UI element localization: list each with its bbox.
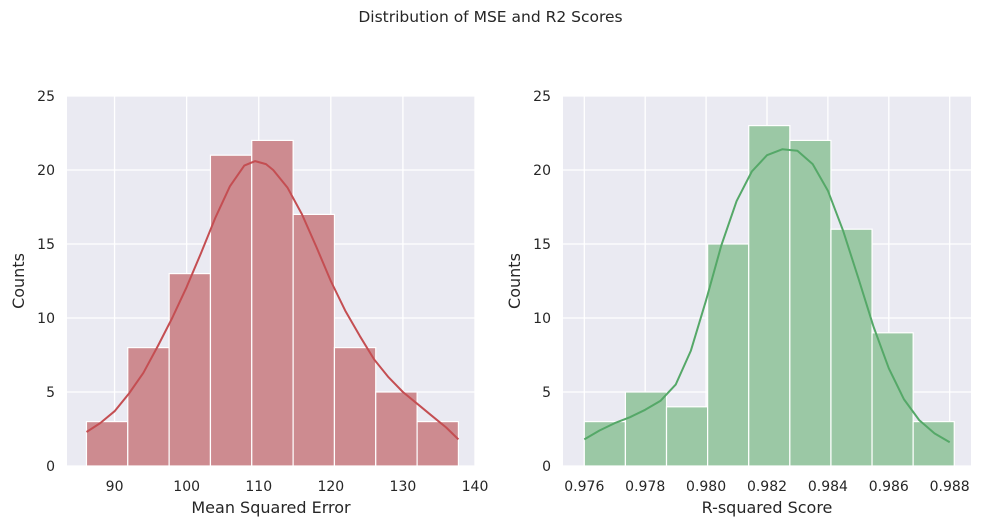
y-tick-label: 15 <box>533 237 551 253</box>
histogram-bar <box>251 139 294 467</box>
y-axis-label: Counts <box>505 253 524 309</box>
histogram-bar <box>624 391 668 467</box>
chart-panel-2: 0.976 0.978 0.980 0.982 0.984 0.986 0.988 0 5 10 1… <box>505 89 971 517</box>
histogram-bar <box>333 347 377 467</box>
x-tick-label: 120 <box>317 479 344 495</box>
y-tick-label: 5 <box>46 385 55 401</box>
x-axis-label: R-squared Score <box>702 498 833 517</box>
y-tick-label: 25 <box>533 89 551 105</box>
x-tick-label: 130 <box>390 479 417 495</box>
chart-panel-1: 90 100 110 120 130 140 0 5 10 15 20 25 Mean Squared … <box>9 89 488 517</box>
y-tick-label: 20 <box>37 163 55 179</box>
x-tick-label: 110 <box>245 479 272 495</box>
x-tick-label: 0.982 <box>747 479 787 495</box>
y-axis-label: Counts <box>9 253 28 309</box>
histogram-bar <box>871 332 914 467</box>
histogram-bar <box>707 243 750 467</box>
y-tick-label: 10 <box>37 311 55 327</box>
x-tick-label: 90 <box>106 479 124 495</box>
x-tick-label: 100 <box>173 479 200 495</box>
y-tick-label: 5 <box>542 385 551 401</box>
x-tick-label: 0.988 <box>930 479 970 495</box>
y-tick-label: 15 <box>37 237 55 253</box>
histogram-bar <box>209 154 253 467</box>
y-tick-label: 20 <box>533 163 551 179</box>
x-tick-label: 0.976 <box>564 479 604 495</box>
x-tick-label: 0.986 <box>869 479 909 495</box>
y-tick-label: 0 <box>542 459 551 475</box>
x-tick-label: 140 <box>462 479 489 495</box>
histogram-bar <box>748 124 791 467</box>
kde-line <box>85 160 460 441</box>
x-tick-label: 0.980 <box>686 479 726 495</box>
histogram-bar <box>912 421 955 467</box>
y-tick-label: 0 <box>46 459 55 475</box>
histogram-bar <box>830 228 873 467</box>
x-tick-label: 0.984 <box>808 479 848 495</box>
histogram-bar <box>789 139 832 467</box>
histogram-bar <box>665 406 709 467</box>
histogram-bar <box>292 213 336 467</box>
kde-line <box>583 148 951 444</box>
x-axis-label: Mean Squared Error <box>191 498 351 517</box>
figure-title: Distribution of MSE and R2 Scores <box>358 8 623 26</box>
x-tick-label: 0.978 <box>625 479 665 495</box>
histogram-bar <box>375 391 418 467</box>
y-tick-label: 25 <box>37 89 55 105</box>
y-tick-label: 10 <box>533 311 551 327</box>
histogram-bar <box>416 421 460 467</box>
histogram-bar <box>168 273 212 467</box>
